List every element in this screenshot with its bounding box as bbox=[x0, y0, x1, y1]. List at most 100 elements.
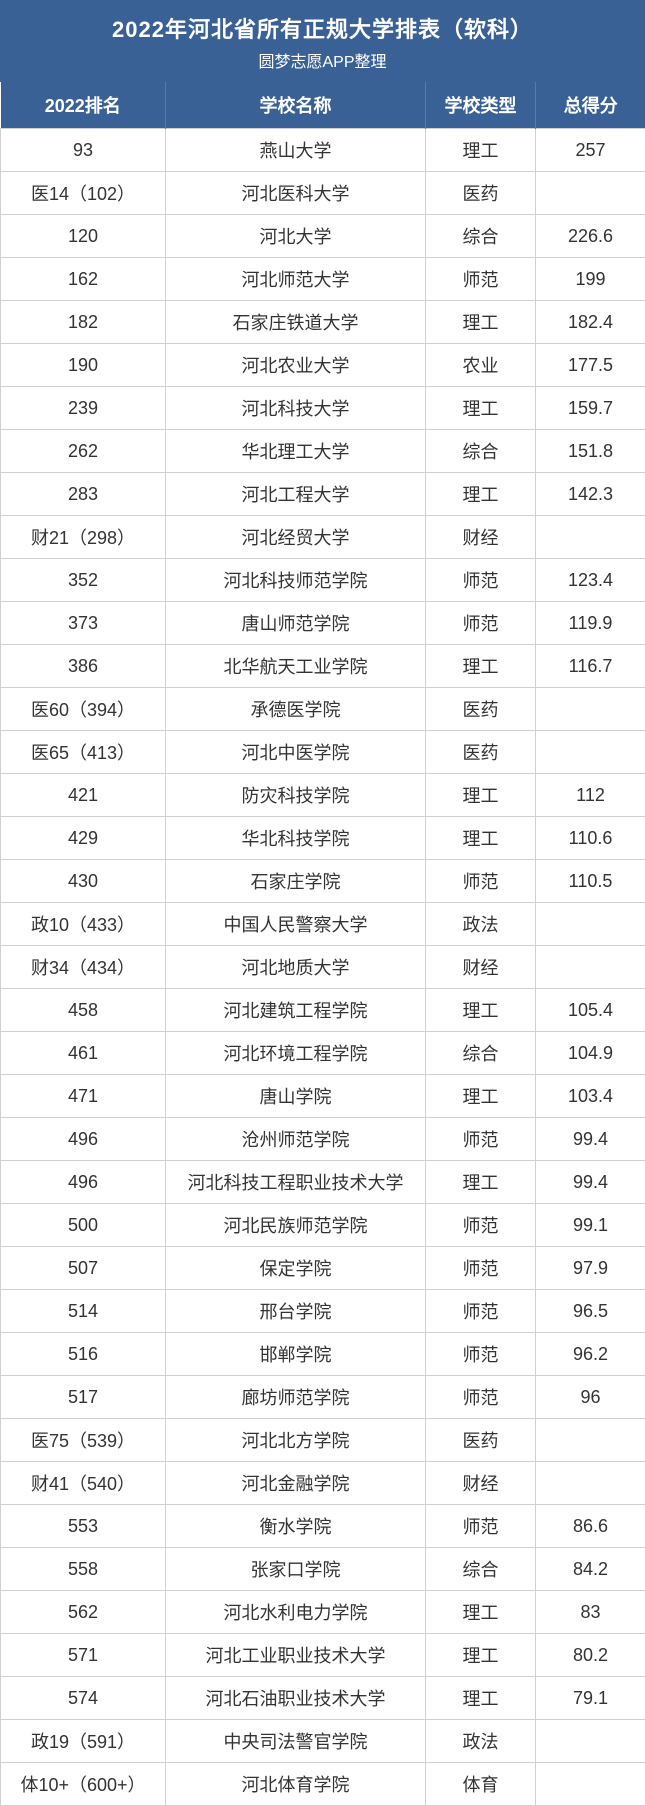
cell-rank: 517 bbox=[1, 1376, 166, 1419]
table-row: 421防灾科技学院理工112 bbox=[1, 774, 645, 817]
cell-name: 北华航天工业学院 bbox=[166, 645, 426, 688]
cell-type: 理工 bbox=[426, 774, 536, 817]
cell-type: 理工 bbox=[426, 473, 536, 516]
table-header-row: 2022排名 学校名称 学校类型 总得分 bbox=[1, 82, 645, 129]
cell-score: 96.2 bbox=[536, 1333, 645, 1376]
table-row: 352河北科技师范学院师范123.4 bbox=[1, 559, 645, 602]
table-row: 507保定学院师范97.9 bbox=[1, 1247, 645, 1290]
cell-score bbox=[536, 1763, 645, 1806]
cell-rank: 283 bbox=[1, 473, 166, 516]
table-row: 458河北建筑工程学院理工105.4 bbox=[1, 989, 645, 1032]
cell-name: 石家庄铁道大学 bbox=[166, 301, 426, 344]
table-row: 医60（394）承德医学院医药 bbox=[1, 688, 645, 731]
table-row: 516邯郸学院师范96.2 bbox=[1, 1333, 645, 1376]
cell-score: 97.9 bbox=[536, 1247, 645, 1290]
cell-rank: 386 bbox=[1, 645, 166, 688]
cell-rank: 496 bbox=[1, 1118, 166, 1161]
cell-type: 师范 bbox=[426, 1118, 536, 1161]
cell-rank: 财41（540） bbox=[1, 1462, 166, 1505]
cell-type: 师范 bbox=[426, 860, 536, 903]
table-row: 429华北科技学院理工110.6 bbox=[1, 817, 645, 860]
col-header-score: 总得分 bbox=[536, 82, 645, 129]
cell-name: 河北体育学院 bbox=[166, 1763, 426, 1806]
cell-type: 理工 bbox=[426, 387, 536, 430]
cell-name: 华北科技学院 bbox=[166, 817, 426, 860]
cell-type: 师范 bbox=[426, 1505, 536, 1548]
cell-score: 84.2 bbox=[536, 1548, 645, 1591]
cell-score: 123.4 bbox=[536, 559, 645, 602]
cell-score: 103.4 bbox=[536, 1075, 645, 1118]
cell-name: 河北师范大学 bbox=[166, 258, 426, 301]
cell-score: 99.4 bbox=[536, 1118, 645, 1161]
cell-rank: 医65（413） bbox=[1, 731, 166, 774]
cell-rank: 562 bbox=[1, 1591, 166, 1634]
table-row: 386北华航天工业学院理工116.7 bbox=[1, 645, 645, 688]
cell-rank: 352 bbox=[1, 559, 166, 602]
cell-score: 112 bbox=[536, 774, 645, 817]
cell-type: 师范 bbox=[426, 1376, 536, 1419]
cell-type: 理工 bbox=[426, 645, 536, 688]
cell-type: 理工 bbox=[426, 989, 536, 1032]
cell-rank: 政19（591） bbox=[1, 1720, 166, 1763]
cell-name: 中国人民警察大学 bbox=[166, 903, 426, 946]
cell-name: 廊坊师范学院 bbox=[166, 1376, 426, 1419]
table-row: 财21（298）河北经贸大学财经 bbox=[1, 516, 645, 559]
cell-type: 政法 bbox=[426, 1720, 536, 1763]
cell-name: 石家庄学院 bbox=[166, 860, 426, 903]
table-row: 政10（433）中国人民警察大学政法 bbox=[1, 903, 645, 946]
cell-type: 理工 bbox=[426, 1161, 536, 1204]
cell-score: 116.7 bbox=[536, 645, 645, 688]
cell-type: 理工 bbox=[426, 1634, 536, 1677]
cell-rank: 558 bbox=[1, 1548, 166, 1591]
table-row: 461河北环境工程学院综合104.9 bbox=[1, 1032, 645, 1075]
cell-score: 110.6 bbox=[536, 817, 645, 860]
cell-score: 96 bbox=[536, 1376, 645, 1419]
cell-score: 86.6 bbox=[536, 1505, 645, 1548]
cell-type: 体育 bbox=[426, 1763, 536, 1806]
cell-name: 河北石油职业技术大学 bbox=[166, 1677, 426, 1720]
cell-rank: 461 bbox=[1, 1032, 166, 1075]
cell-score bbox=[536, 516, 645, 559]
cell-score: 99.1 bbox=[536, 1204, 645, 1247]
table-row: 190河北农业大学农业177.5 bbox=[1, 344, 645, 387]
cell-name: 中央司法警官学院 bbox=[166, 1720, 426, 1763]
table-header-banner: 2022年河北省所有正规大学排表（软科） 圆梦志愿APP整理 bbox=[0, 0, 645, 82]
cell-type: 综合 bbox=[426, 1032, 536, 1075]
cell-name: 河北医科大学 bbox=[166, 172, 426, 215]
cell-type: 师范 bbox=[426, 602, 536, 645]
table-row: 182石家庄铁道大学理工182.4 bbox=[1, 301, 645, 344]
cell-name: 河北工程大学 bbox=[166, 473, 426, 516]
cell-name: 河北大学 bbox=[166, 215, 426, 258]
cell-rank: 516 bbox=[1, 1333, 166, 1376]
cell-type: 师范 bbox=[426, 258, 536, 301]
col-header-rank: 2022排名 bbox=[1, 82, 166, 129]
cell-name: 唐山学院 bbox=[166, 1075, 426, 1118]
cell-type: 师范 bbox=[426, 1333, 536, 1376]
cell-type: 理工 bbox=[426, 1591, 536, 1634]
cell-type: 师范 bbox=[426, 559, 536, 602]
cell-score bbox=[536, 731, 645, 774]
cell-type: 财经 bbox=[426, 1462, 536, 1505]
cell-rank: 医75（539） bbox=[1, 1419, 166, 1462]
table-row: 医65（413）河北中医学院医药 bbox=[1, 731, 645, 774]
table-row: 262华北理工大学综合151.8 bbox=[1, 430, 645, 473]
cell-type: 综合 bbox=[426, 215, 536, 258]
cell-rank: 182 bbox=[1, 301, 166, 344]
table-row: 283河北工程大学理工142.3 bbox=[1, 473, 645, 516]
cell-score: 99.4 bbox=[536, 1161, 645, 1204]
cell-score: 142.3 bbox=[536, 473, 645, 516]
cell-type: 理工 bbox=[426, 817, 536, 860]
col-header-name: 学校名称 bbox=[166, 82, 426, 129]
cell-type: 医药 bbox=[426, 688, 536, 731]
cell-rank: 507 bbox=[1, 1247, 166, 1290]
cell-score: 96.5 bbox=[536, 1290, 645, 1333]
cell-score: 159.7 bbox=[536, 387, 645, 430]
cell-name: 沧州师范学院 bbox=[166, 1118, 426, 1161]
table-subtitle: 圆梦志愿APP整理 bbox=[0, 48, 645, 72]
cell-type: 财经 bbox=[426, 516, 536, 559]
cell-name: 邯郸学院 bbox=[166, 1333, 426, 1376]
cell-rank: 医60（394） bbox=[1, 688, 166, 731]
cell-name: 华北理工大学 bbox=[166, 430, 426, 473]
cell-name: 河北水利电力学院 bbox=[166, 1591, 426, 1634]
table-row: 471唐山学院理工103.4 bbox=[1, 1075, 645, 1118]
